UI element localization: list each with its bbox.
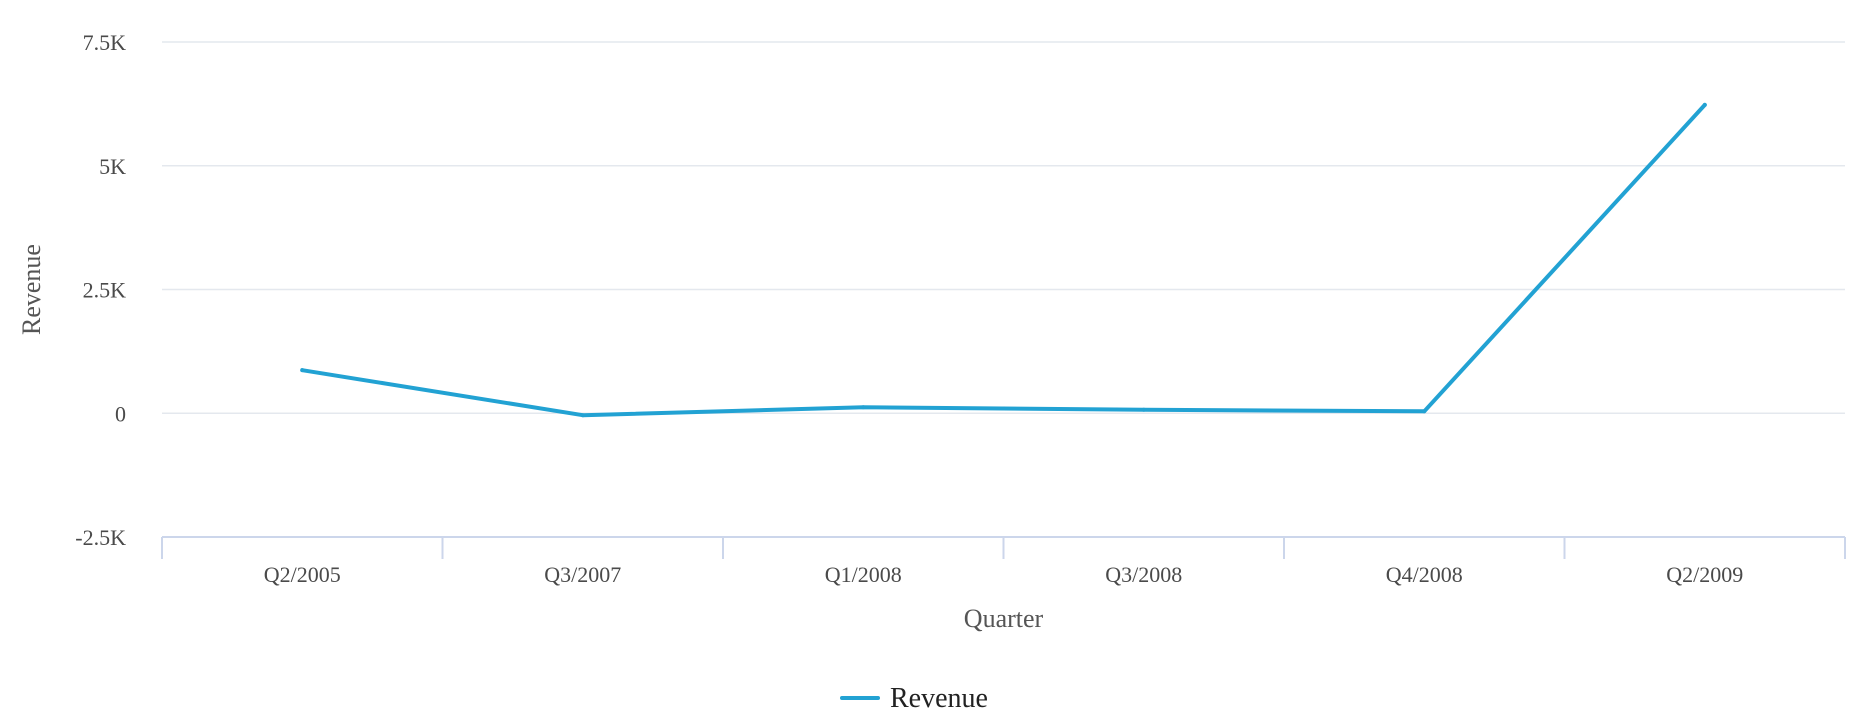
- x-tick-label: Q4/2008: [1386, 562, 1463, 587]
- y-gridlines: [162, 41, 1845, 414]
- legend: Revenue: [840, 683, 988, 714]
- x-tick-label: Q3/2008: [1105, 562, 1182, 587]
- x-tick-label: Q2/2005: [264, 562, 341, 587]
- y-tick-label: 2.5K: [83, 278, 127, 303]
- x-axis-title: Quarter: [964, 604, 1044, 633]
- y-tick-label: -2.5K: [75, 525, 126, 550]
- legend-label: Revenue: [890, 683, 988, 714]
- data-point: [580, 413, 585, 418]
- series-layer: [300, 102, 1707, 418]
- x-axis: Q2/2005 Q3/2007 Q1/2008 Q3/2008 Q4/2008 Q2/20…: [161, 536, 1846, 587]
- x-tick-label: Q2/2009: [1666, 562, 1743, 587]
- y-tick-label: 5K: [99, 154, 126, 179]
- y-axis-title: Revenue: [17, 244, 46, 335]
- series-line-revenue: [300, 102, 1707, 418]
- x-tick-label: Q1/2008: [825, 562, 902, 587]
- y-tick-label: 7.5K: [83, 30, 127, 55]
- y-axis-ticks: -2.5K 0 2.5K 5K 7.5K: [75, 30, 126, 550]
- x-tick-label: Q3/2007: [544, 562, 621, 587]
- data-point: [1702, 102, 1707, 107]
- data-point: [861, 405, 866, 410]
- data-point: [300, 368, 305, 373]
- data-point: [1141, 407, 1146, 412]
- data-point: [1422, 409, 1427, 414]
- y-tick-label: 0: [115, 401, 126, 426]
